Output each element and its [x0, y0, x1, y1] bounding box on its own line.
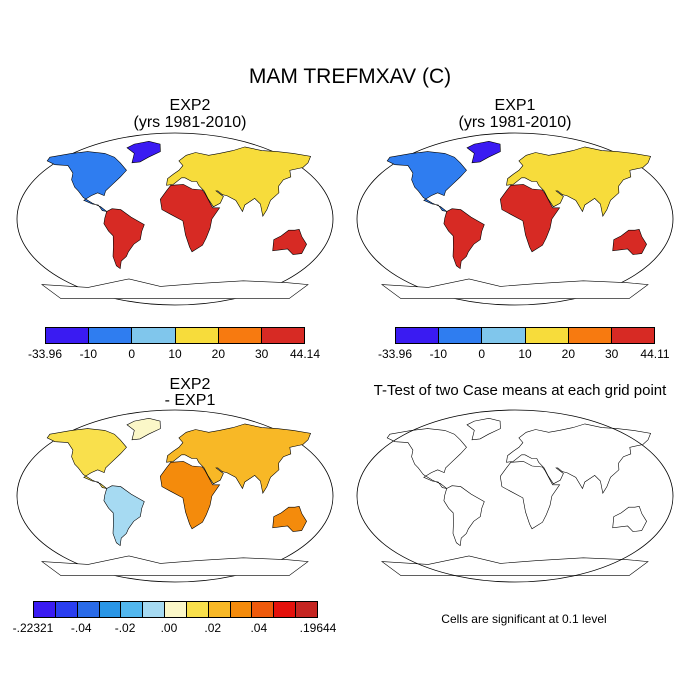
colorbar-tick-label: 44.11 — [640, 347, 670, 361]
panel-exp1-title: EXP1 — [494, 97, 536, 114]
colorbar-tick-label: 30 — [254, 347, 269, 361]
panel-ttest-title: T-Test of two Case means at each grid po… — [373, 382, 667, 399]
colorbar-swatch — [186, 602, 209, 617]
colorbar-swatch — [218, 328, 262, 343]
landmass-eurasia — [506, 146, 652, 218]
landmass-eurasia — [166, 146, 312, 218]
colorbar-swatch — [396, 328, 440, 343]
landmass-eurasia — [166, 423, 312, 495]
landmass-antarctica — [381, 278, 649, 299]
landmass-southAmerica — [443, 208, 485, 270]
colorbar-swatch — [143, 602, 166, 617]
colorbar-tick-label: 0 — [478, 347, 485, 361]
landmass-northAmerica — [46, 428, 127, 489]
colorbar-swatch — [252, 602, 275, 617]
colorbar-swatch — [261, 328, 305, 343]
map-difference — [16, 409, 334, 583]
colorbar-tick-label: 44.14 — [289, 347, 321, 361]
colorbar-swatch — [165, 602, 187, 617]
colorbar-tick-label: -.22321 — [12, 621, 54, 635]
map-ttest — [356, 409, 674, 583]
landmass-southAmerica — [443, 485, 485, 547]
landmass-antarctica — [41, 278, 309, 299]
landmass-greenland — [466, 417, 501, 441]
landmass-africa — [499, 184, 561, 253]
colorbar-swatch — [46, 328, 90, 343]
landmass-southAmerica — [103, 485, 145, 547]
colorbar-tick-label: 0 — [128, 347, 135, 361]
colorbar-swatch — [77, 602, 100, 617]
colorbar-swatch — [132, 328, 176, 343]
colorbar-tick-label: 10 — [168, 347, 182, 361]
colorbar-tick-label: .04 — [250, 621, 268, 635]
colorbar-swatch — [568, 328, 612, 343]
colorbar-swatch — [230, 602, 253, 617]
landmass-antarctica — [381, 555, 649, 576]
colorbar-swatch — [439, 328, 483, 343]
colorbar-swatch — [208, 602, 231, 617]
colorbar-swatch — [55, 602, 78, 617]
colorbar-swatch — [34, 602, 56, 617]
colorbar-tick-label: 10 — [518, 347, 532, 361]
colorbar-tick-label: -33.96 — [27, 347, 63, 361]
landmass-antarctica — [41, 555, 309, 576]
colorbar-swatch — [89, 328, 133, 343]
figure-title: MAM TREFMXAV (C) — [248, 65, 452, 88]
colorbar-swatch — [175, 328, 219, 343]
landmass-eurasia — [506, 423, 652, 495]
colorbar-exp1 — [395, 327, 655, 344]
colorbar-swatch — [525, 328, 569, 343]
landmass-australia — [612, 228, 647, 255]
landmass-northAmerica — [386, 428, 467, 489]
landmass-southAmerica — [103, 208, 145, 270]
colorbar-swatch — [611, 328, 655, 343]
colorbar-tick-label: 20 — [211, 347, 226, 361]
colorbar-swatch — [99, 602, 122, 617]
landmass-australia — [272, 505, 307, 532]
colorbar-swatch — [296, 602, 317, 617]
colorbar-tick-label: .19644 — [299, 621, 337, 635]
colorbar-swatch — [482, 328, 526, 343]
landmass-northAmerica — [386, 151, 467, 212]
colorbar-tick-label: .02 — [204, 621, 222, 635]
map-exp2 — [16, 132, 334, 306]
landmass-australia — [272, 228, 307, 255]
landmass-greenland — [126, 140, 161, 164]
colorbar-exp2 — [45, 327, 305, 344]
colorbar-tick-label: .00 — [160, 621, 178, 635]
landmass-greenland — [466, 140, 501, 164]
landmass-greenland — [126, 417, 161, 441]
colorbar-tick-label: -33.96 — [377, 347, 413, 361]
colorbar-tick-label: -10 — [429, 347, 447, 361]
panel-exp2-title: EXP2 — [169, 97, 211, 114]
landmass-northAmerica — [46, 151, 127, 212]
colorbar-swatch — [121, 602, 144, 617]
map-exp1 — [356, 132, 674, 306]
landmass-africa — [499, 461, 561, 530]
panel-diff-title: EXP2 — [169, 376, 211, 393]
landmass-australia — [612, 505, 647, 532]
panel-exp2-subtitle: (yrs 1981-2010) — [133, 114, 247, 131]
colorbar-tick-label: 30 — [604, 347, 619, 361]
colorbar-tick-label: -10 — [79, 347, 97, 361]
panel-exp1-subtitle: (yrs 1981-2010) — [458, 114, 572, 131]
colorbar-tick-label: -.04 — [70, 621, 92, 635]
panel-diff-subtitle: - EXP1 — [164, 392, 216, 409]
map-boundary — [356, 409, 674, 583]
colorbar-swatch — [274, 602, 297, 617]
colorbar-difference — [33, 601, 318, 618]
colorbar-tick-label: -.02 — [114, 621, 136, 635]
colorbar-tick-label: 20 — [561, 347, 576, 361]
landmass-africa — [159, 184, 221, 253]
landmass-africa — [159, 461, 221, 530]
significance-note: Cells are significant at 0.1 level — [441, 612, 607, 626]
